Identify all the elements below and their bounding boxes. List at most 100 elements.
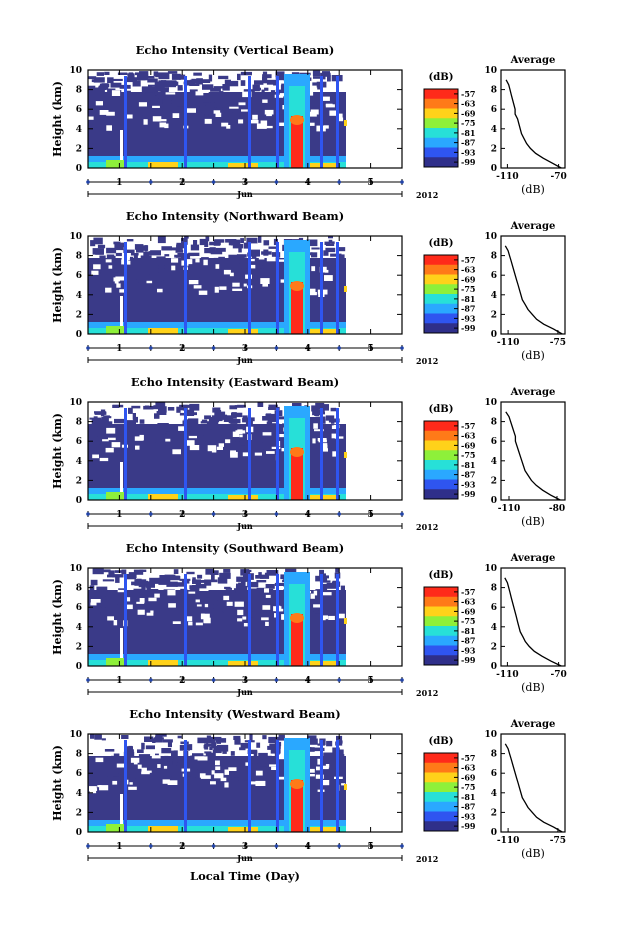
colorbar-tick-label: -93 (461, 147, 476, 157)
rain-bright-band (290, 613, 304, 623)
heatmap-cell (326, 740, 333, 747)
x-tick-label: 4 (305, 842, 311, 852)
heatmap-cell (90, 579, 98, 586)
heatmap-gap (313, 590, 318, 596)
heatmap-cell (205, 752, 216, 757)
streak (248, 76, 251, 168)
heatmap-cell (209, 284, 220, 291)
heatmap-cell (111, 114, 120, 118)
heatmap-cell (228, 611, 236, 617)
heatmap-cell (336, 596, 346, 602)
colorbar-tick-label: -63 (461, 265, 476, 275)
surface-layer (106, 658, 126, 666)
heatmap-cell (143, 251, 150, 259)
heatmap-gap (237, 618, 243, 622)
heatmap-cell (206, 421, 219, 427)
heatmap-cell (178, 604, 186, 609)
heatmap-cell (99, 255, 106, 261)
surface-layer (106, 492, 126, 500)
heatmap-gap (119, 289, 124, 293)
colorbar-tick-label: -99 (461, 323, 476, 333)
heatmap-cell (188, 779, 199, 784)
heatmap-cell (315, 432, 322, 440)
heatmap-cell (178, 106, 188, 111)
heatmap-cell (158, 99, 163, 106)
heatmap-cell (269, 278, 281, 283)
rain-core (291, 282, 303, 334)
colorbar-swatch (424, 596, 458, 607)
colorbar-swatch (424, 108, 458, 119)
heatmap-cell (257, 402, 264, 407)
heatmap-cell (187, 270, 191, 274)
y-tick-label: 2 (76, 144, 82, 154)
panel-title: Echo Intensity (Eastward Beam) (131, 375, 339, 389)
date-marker (274, 512, 279, 516)
colorbar-swatch (424, 762, 458, 773)
colorbar-swatch (424, 606, 458, 617)
colorbar-frame (423, 88, 459, 168)
heatmap-cell (307, 590, 316, 597)
heatmap-cell (248, 771, 259, 779)
heatmap-cell (253, 750, 258, 757)
x-tick-label: 3 (242, 510, 248, 520)
colorbar-tick-label: -75 (461, 118, 475, 128)
heatmap-cell (210, 570, 219, 575)
heatmap-cell (133, 569, 144, 575)
heatmap-cell (269, 781, 279, 788)
heatmap-gap (207, 445, 217, 452)
heatmap-cell (167, 71, 178, 74)
heatmap-gap (265, 594, 271, 598)
heatmap-cell (222, 747, 227, 754)
heatmap-cell (144, 405, 150, 408)
heatmap-cell (153, 71, 159, 77)
streak (276, 408, 279, 500)
heatmap-cell (263, 105, 267, 110)
heatmap-cell (131, 581, 136, 586)
colorbar-tick-label: -75 (461, 284, 475, 294)
heatmap-cell (179, 271, 186, 274)
heatmap-cell (232, 243, 244, 249)
heatmap-cell (326, 582, 337, 589)
heatmap-gap (146, 612, 154, 616)
y-tick-label: 2 (76, 476, 82, 486)
heatmap-cell (290, 570, 295, 574)
heatmap-cell (240, 71, 252, 76)
x-tick-label: 1 (116, 676, 122, 686)
heatmap-cell (337, 247, 346, 252)
heatmap-gap (137, 609, 145, 615)
y-tick-label: 6 (76, 603, 82, 613)
heatmap-cell (132, 599, 140, 606)
heatmap (88, 236, 402, 334)
heatmap-cell (152, 106, 162, 112)
heatmap-gap (90, 599, 101, 603)
heatmap-cell (231, 240, 237, 245)
colorbar-tick-label: -57 (461, 421, 475, 431)
heatmap-cell (165, 433, 177, 440)
heatmap-cell (249, 734, 253, 741)
heatmap-gap (204, 118, 212, 124)
heatmap-cell (225, 239, 237, 243)
colorbar-unit: (dB) (429, 736, 454, 747)
heatmap (88, 568, 402, 666)
heatmap-cell (179, 74, 186, 80)
heatmap-gap (262, 99, 268, 103)
heatmap-cell (226, 756, 235, 759)
colorbar-tick-label: -81 (461, 792, 475, 802)
heatmap-cell (218, 435, 222, 442)
heatmap-cell (278, 734, 285, 741)
heatmap-cell (264, 759, 269, 763)
heatmap-gap (325, 104, 335, 108)
heatmap-gap (112, 780, 118, 785)
colorbar-swatch (424, 323, 458, 334)
heatmap-cell (250, 449, 257, 455)
heatmap-cell (204, 579, 212, 586)
y-tick-label: 10 (69, 564, 82, 574)
heatmap-gap (195, 258, 200, 263)
heatmap-cell (256, 430, 264, 437)
heatmap-cell (128, 72, 134, 80)
heatmap-cell (100, 443, 108, 448)
heatmap-cell (109, 614, 120, 621)
date-marker (274, 180, 279, 184)
date-marker (149, 346, 153, 350)
colorbar-tick-label: -81 (461, 626, 475, 636)
